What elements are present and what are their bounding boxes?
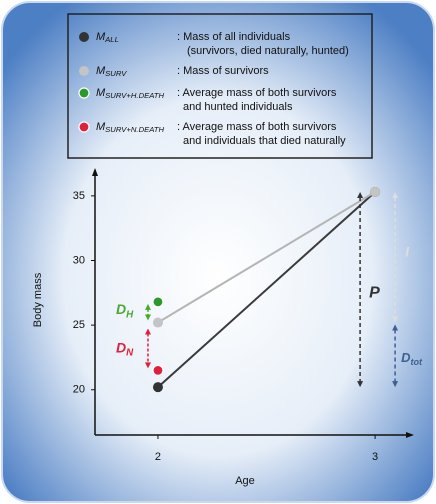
data-point — [152, 364, 164, 376]
legend-description: : Average mass of both survivors — [177, 121, 337, 133]
arrow-dh-head — [144, 314, 151, 321]
legend-description: : Mass of all individuals — [177, 31, 291, 43]
y-axis-label: Body mass — [32, 272, 44, 327]
legend-marker — [78, 121, 90, 133]
legend-label-main: M — [96, 31, 106, 43]
y-axis-arrow — [92, 168, 98, 176]
legend-description: : Mass of survivors — [177, 65, 269, 77]
data-point — [152, 296, 164, 308]
y-tick-label: 35 — [73, 190, 85, 202]
arrow-dn-head — [144, 362, 151, 369]
legend-marker — [78, 87, 90, 99]
annotation: I — [405, 243, 410, 259]
annotation-main: P — [369, 285, 380, 302]
y-tick-label: 30 — [73, 254, 85, 266]
legend-label-subscript: SURV — [105, 69, 127, 78]
arrow-p-head — [357, 191, 364, 198]
arrow-dtot-head — [392, 324, 399, 331]
annotation-subscript: tot — [410, 357, 423, 367]
legend-description: (survivors, died naturally, hunted) — [187, 45, 349, 57]
data-point — [152, 317, 163, 328]
arrow-p-head — [357, 381, 364, 388]
annotation-main: D — [116, 301, 126, 317]
data-point — [152, 382, 163, 393]
annotation: P — [369, 285, 380, 302]
annotation-subscript: H — [126, 309, 134, 320]
legend-label-main: M — [96, 87, 106, 99]
legend-label: MSURV+N.DEATH — [96, 121, 164, 134]
legend-label-main: M — [96, 65, 106, 77]
series-line — [157, 191, 376, 324]
legend-label-subscript: SURV+N.DEATH — [105, 125, 164, 134]
annotation-main: I — [405, 243, 410, 259]
legend-label-main: M — [96, 121, 106, 133]
arrow-dn-head — [144, 328, 151, 335]
x-tick-label: 2 — [155, 451, 161, 463]
arrow-dh-head — [144, 303, 151, 310]
annotation-subscript: N — [126, 347, 134, 358]
legend-marker — [79, 32, 89, 42]
y-tick-label: 25 — [73, 319, 85, 331]
legend-label-subscript: ALL — [104, 35, 119, 44]
legend-label: MSURV+H.DEATH — [96, 87, 164, 100]
annotation: DN — [116, 339, 134, 358]
annotation: Dtot — [401, 350, 423, 367]
legend-description: and hunted individuals — [183, 101, 293, 113]
annotation: DH — [116, 301, 134, 320]
x-axis-label: Age — [235, 475, 255, 487]
legend-label: MSURV — [96, 65, 127, 78]
series-line — [157, 191, 376, 388]
x-tick-label: 3 — [372, 451, 378, 463]
legend-box — [67, 13, 373, 159]
legend-label-subscript: SURV+H.DEATH — [105, 91, 164, 100]
data-point — [370, 186, 381, 197]
legend-label: MALL — [96, 31, 119, 44]
legend-description: and individuals that died naturally — [183, 135, 346, 147]
arrow-i-head — [392, 316, 399, 323]
arrow-i-head — [392, 191, 399, 198]
annotation-main: D — [401, 350, 411, 365]
y-tick-label: 20 — [73, 384, 85, 396]
legend-description: : Average mass of both survivors — [177, 87, 337, 99]
arrow-dtot-head — [392, 381, 399, 388]
annotation-main: D — [116, 339, 126, 355]
x-axis-arrow — [406, 432, 414, 438]
legend-marker — [79, 66, 89, 76]
